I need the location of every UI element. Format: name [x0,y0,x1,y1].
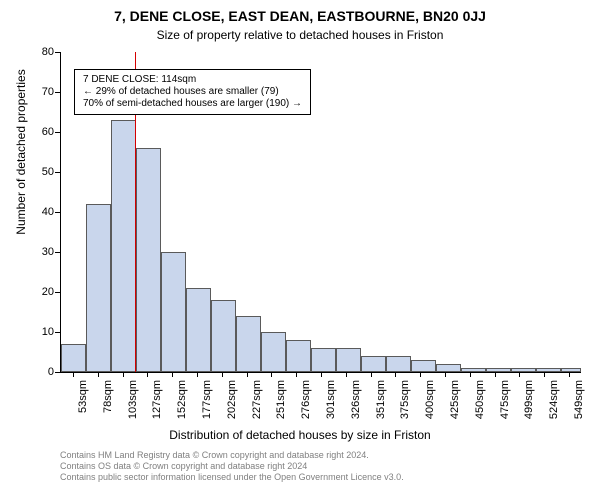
histogram-bar [436,364,461,372]
x-tick-mark [519,372,520,377]
histogram-bar [286,340,311,372]
chart-subtitle: Size of property relative to detached ho… [0,28,600,42]
annotation-box: 7 DENE CLOSE: 114sqm ← 29% of detached h… [74,69,311,115]
histogram-bar [111,120,136,372]
footer-line2: Contains OS data © Crown copyright and d… [60,461,404,472]
annotation-line2: ← 29% of detached houses are smaller (79… [83,86,302,98]
x-tick-label: 127sqm [151,380,163,426]
y-tick-label: 70 [24,86,54,98]
x-tick-label: 53sqm [77,380,89,426]
x-tick-mark [470,372,471,377]
x-tick-label: 450sqm [474,380,486,426]
y-tick-mark [55,212,60,213]
histogram-bar [486,368,511,372]
x-tick-label: 351sqm [375,380,387,426]
x-tick-mark [544,372,545,377]
annotation-line3: 70% of semi-detached houses are larger (… [83,98,302,110]
y-tick-mark [55,92,60,93]
histogram-bar [536,368,561,372]
y-tick-label: 40 [24,206,54,218]
x-tick-mark [197,372,198,377]
histogram-bar [361,356,386,372]
footer: Contains HM Land Registry data © Crown c… [60,450,404,482]
x-tick-label: 177sqm [201,380,213,426]
y-tick-label: 50 [24,166,54,178]
x-tick-label: 549sqm [573,380,585,426]
histogram-bar [411,360,436,372]
y-tick-mark [55,172,60,173]
histogram-bar [461,368,486,372]
x-tick-mark [123,372,124,377]
y-tick-mark [55,372,60,373]
y-tick-label: 60 [24,126,54,138]
x-tick-mark [495,372,496,377]
histogram-bar [211,300,236,372]
x-tick-label: 103sqm [127,380,139,426]
y-tick-label: 80 [24,46,54,58]
footer-line3: Contains public sector information licen… [60,472,404,483]
x-tick-label: 524sqm [548,380,560,426]
x-tick-label: 276sqm [300,380,312,426]
y-tick-label: 0 [24,366,54,378]
x-axis-label: Distribution of detached houses by size … [0,428,600,442]
x-tick-mark [222,372,223,377]
x-tick-label: 301sqm [325,380,337,426]
x-tick-mark [371,372,372,377]
x-tick-label: 326sqm [350,380,362,426]
y-tick-mark [55,292,60,293]
x-tick-label: 375sqm [399,380,411,426]
footer-line1: Contains HM Land Registry data © Crown c… [60,450,404,461]
x-tick-label: 475sqm [499,380,511,426]
x-tick-mark [147,372,148,377]
y-tick-mark [55,132,60,133]
histogram-bar [86,204,111,372]
y-tick-mark [55,332,60,333]
histogram-bar [561,368,581,372]
x-tick-mark [420,372,421,377]
y-tick-mark [55,52,60,53]
histogram-bar [336,348,361,372]
x-tick-mark [296,372,297,377]
histogram-bar [511,368,536,372]
x-tick-label: 499sqm [523,380,535,426]
histogram-bar [161,252,186,372]
histogram-bar [386,356,411,372]
x-tick-mark [569,372,570,377]
histogram-bar [311,348,336,372]
chart-title: 7, DENE CLOSE, EAST DEAN, EASTBOURNE, BN… [0,8,600,24]
x-tick-mark [346,372,347,377]
x-tick-mark [98,372,99,377]
y-tick-label: 20 [24,286,54,298]
x-tick-label: 152sqm [176,380,188,426]
x-tick-mark [73,372,74,377]
histogram-bar [261,332,286,372]
x-tick-label: 78sqm [102,380,114,426]
x-tick-mark [395,372,396,377]
x-tick-label: 251sqm [275,380,287,426]
histogram-bar [236,316,261,372]
x-tick-label: 425sqm [449,380,461,426]
x-tick-mark [172,372,173,377]
x-tick-label: 202sqm [226,380,238,426]
y-tick-mark [55,252,60,253]
y-tick-label: 30 [24,246,54,258]
x-tick-mark [445,372,446,377]
x-tick-mark [247,372,248,377]
x-tick-label: 400sqm [424,380,436,426]
x-tick-label: 227sqm [251,380,263,426]
x-tick-mark [271,372,272,377]
histogram-bar [186,288,211,372]
annotation-line1: 7 DENE CLOSE: 114sqm [83,74,302,86]
chart-container: 7, DENE CLOSE, EAST DEAN, EASTBOURNE, BN… [0,0,600,500]
histogram-bar [61,344,86,372]
histogram-bar [136,148,161,372]
x-tick-mark [321,372,322,377]
y-tick-label: 10 [24,326,54,338]
